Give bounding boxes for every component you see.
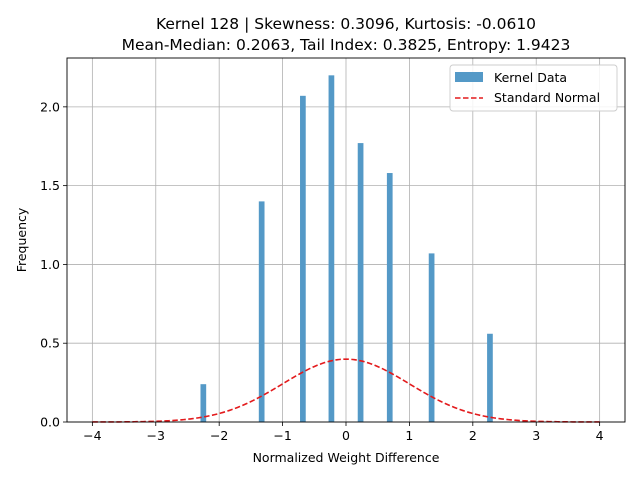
histogram-bar xyxy=(200,384,207,422)
legend-box xyxy=(449,64,618,112)
x-tick-label: 0 xyxy=(342,428,350,443)
standard-normal-line xyxy=(92,358,600,423)
x-tick-label: −1 xyxy=(273,428,291,443)
histogram-bar xyxy=(386,173,393,422)
histogram-bar xyxy=(487,333,493,422)
x-tick-label: 2 xyxy=(469,428,477,443)
x-tick-label: 1 xyxy=(405,428,413,443)
histogram-bar xyxy=(428,253,435,422)
legend: Kernel Data Standard Normal xyxy=(449,64,618,112)
x-tick-label: −4 xyxy=(83,428,101,443)
y-tick-label: 1.0 xyxy=(40,257,60,272)
y-axis-ticks: 0.0 0.5 1.0 1.5 2.0 xyxy=(40,99,67,430)
x-tick-label: −3 xyxy=(147,428,165,443)
legend-label-standard-normal: Standard Normal xyxy=(494,90,600,105)
chart-title-line-1: Kernel 128 | Skewness: 0.3096, Kurtosis:… xyxy=(156,15,536,33)
y-tick-label: 0.5 xyxy=(40,336,60,351)
histogram-bars xyxy=(200,75,493,423)
x-axis-ticks: −4 −3 −2 −1 0 1 2 3 4 xyxy=(83,422,604,443)
histogram-bar xyxy=(328,75,335,422)
y-tick-label: 1.5 xyxy=(40,178,60,193)
grid-lines xyxy=(67,58,625,423)
legend-label-kernel-data: Kernel Data xyxy=(494,70,567,85)
x-tick-label: −2 xyxy=(210,428,228,443)
histogram-bar xyxy=(300,95,306,423)
y-axis-label: Frequency xyxy=(14,207,29,272)
x-tick-label: 4 xyxy=(596,428,604,443)
chart-title-line-2: Mean-Median: 0.2063, Tail Index: 0.3825,… xyxy=(122,36,571,54)
histogram-bar xyxy=(258,201,265,422)
normal-curve xyxy=(92,358,600,423)
x-tick-label: 3 xyxy=(532,428,540,443)
y-tick-label: 0.0 xyxy=(40,415,60,430)
y-tick-label: 2.0 xyxy=(40,99,60,114)
legend-swatch-kernel-data xyxy=(455,72,483,82)
histogram-bar xyxy=(357,143,364,422)
x-axis-label: Normalized Weight Difference xyxy=(253,450,440,465)
